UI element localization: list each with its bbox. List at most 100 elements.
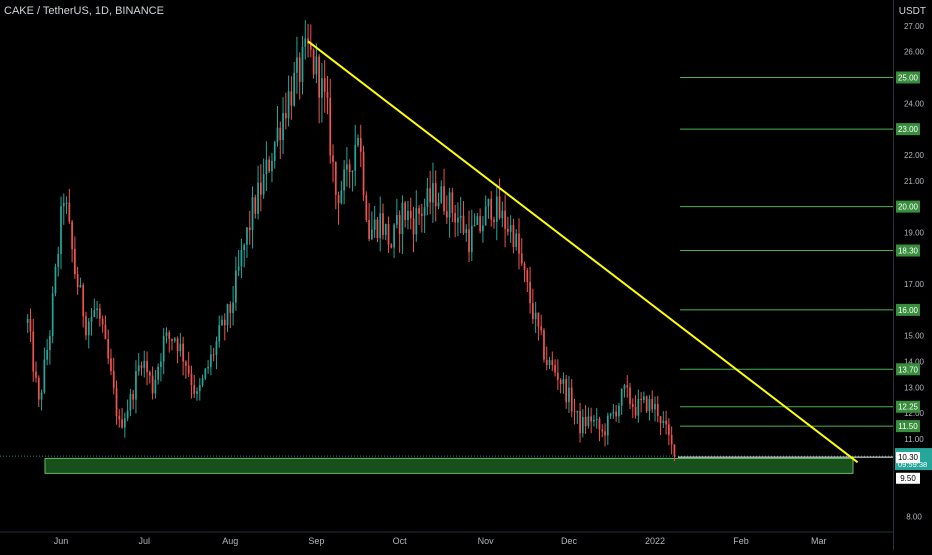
candle-body (382, 213, 384, 235)
level-label: 23.00 (898, 125, 919, 134)
symbol-title[interactable]: CAKE / TetherUS, 1D, BINANCE (4, 5, 164, 17)
candle-body (673, 444, 676, 457)
candle-body (204, 368, 207, 379)
candle-body (323, 78, 326, 92)
candle-body (440, 186, 443, 203)
time-axis-tick: Oct (393, 536, 408, 546)
price-axis-scale: 8.00 11.00 12.00 13.00 14.00 15.00 17.00 19.00 2… (895, 22, 932, 522)
candle-body (606, 415, 609, 436)
candle-body (332, 155, 334, 163)
time-axis-tick: Jul (139, 536, 151, 546)
candle-body (243, 244, 246, 250)
candle-body (96, 308, 98, 311)
candle-body (198, 385, 201, 392)
candle-body (443, 186, 445, 212)
candle-body (284, 113, 287, 119)
candle-body (507, 228, 509, 232)
candle-body (168, 332, 171, 339)
candle-body (640, 399, 642, 401)
candle-body (498, 196, 501, 219)
level-label-bg (896, 400, 920, 413)
candle-body (212, 354, 215, 356)
candle-body (523, 263, 526, 271)
candle-body (193, 385, 196, 394)
candle-body (265, 159, 268, 175)
candle-body (465, 229, 468, 233)
candle-body (207, 366, 209, 369)
candle-body (112, 371, 115, 388)
price-axis-tick: 14.00 (904, 358, 925, 367)
price-axis-tick: 11.00 (904, 435, 924, 444)
candle-body (398, 214, 401, 235)
candle-body (143, 360, 146, 368)
price-axis[interactable]: 8.00 11.00 12.00 13.00 14.00 15.00 17.00 19.00 2… (893, 0, 932, 550)
candle-body (545, 359, 548, 365)
candle-body (618, 405, 620, 417)
candle-body (179, 343, 182, 352)
candle-body (107, 339, 110, 359)
time-axis-tick: Feb (733, 536, 749, 546)
price-axis-tick: 27.00 (904, 22, 925, 31)
candle-body (276, 127, 279, 143)
candle-body (654, 404, 656, 410)
candle-body (82, 285, 85, 317)
candle-body (362, 151, 365, 196)
price-axis-tick: 17.00 (904, 280, 925, 289)
candle-body (326, 91, 329, 98)
candle-body (35, 371, 37, 378)
marker-price-badge (896, 452, 920, 464)
candle-body (645, 396, 648, 412)
candle-body (501, 210, 504, 219)
candle-body (304, 38, 307, 47)
candle-body (43, 359, 46, 393)
candle-body (601, 429, 604, 432)
candle-body (384, 223, 387, 235)
candle-body (171, 338, 173, 341)
candle-body (415, 208, 418, 235)
candle-body (118, 416, 121, 420)
candle-body (565, 379, 568, 403)
candle-body (215, 341, 218, 355)
candle-body (448, 192, 451, 218)
candle-body (321, 78, 323, 98)
candle-body (457, 217, 459, 223)
candle-body (579, 410, 581, 434)
candle-body (279, 127, 282, 140)
candle-body (529, 281, 531, 304)
candle-body (293, 72, 296, 106)
candle-body (568, 387, 570, 403)
candle-body (262, 174, 265, 195)
candle-body (445, 211, 448, 218)
candle-body (182, 343, 184, 362)
time-axis-tick: Nov (478, 536, 495, 546)
candle-body (459, 215, 462, 218)
candle-body (329, 97, 332, 156)
price-axis-tick: 8.00 (906, 513, 922, 522)
level-label-bg (896, 123, 920, 136)
candle-body (420, 213, 423, 216)
candle-body (434, 183, 437, 207)
time-axis[interactable]: Jun Jul Aug Sep Oct Nov Dec 2022 Feb Mar (0, 531, 893, 546)
candle-body (487, 198, 490, 207)
candle-body (670, 434, 673, 445)
candle-body (29, 318, 32, 332)
candle-body (476, 216, 479, 225)
candle-body (87, 321, 90, 336)
candle-body (185, 361, 187, 366)
level-label: 25.00 (898, 73, 919, 82)
level-label-bg (896, 244, 920, 257)
candle-body (584, 416, 587, 427)
candle-body (581, 416, 584, 434)
candle-body (160, 361, 162, 367)
currency-label[interactable]: USDT (898, 6, 926, 17)
candle-body (93, 310, 96, 317)
candle-body (454, 213, 457, 223)
candle-body (470, 225, 473, 252)
candle-body (51, 293, 54, 337)
candle-body (301, 46, 304, 82)
candle-body (307, 38, 309, 44)
candle-body (259, 182, 262, 195)
time-axis-tick: 2022 (645, 536, 665, 546)
candle-body (371, 229, 373, 240)
